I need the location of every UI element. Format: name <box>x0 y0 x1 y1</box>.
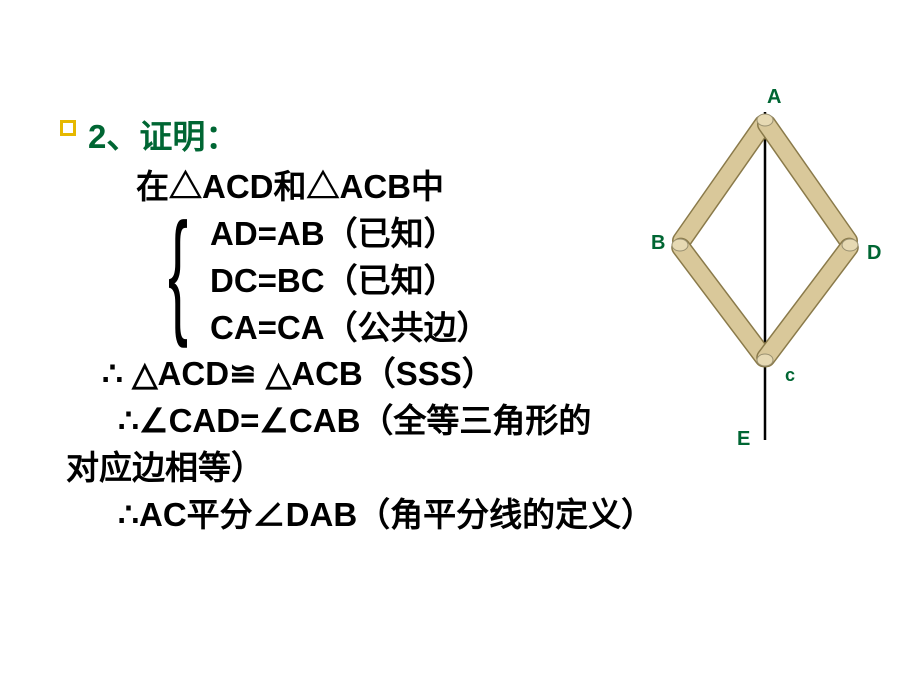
diagram-svg <box>635 80 895 460</box>
stick-dc <box>753 235 861 370</box>
bullet-square <box>60 120 76 136</box>
label-a: A <box>767 86 781 109</box>
rivet-c <box>757 354 773 366</box>
label-b: B <box>651 232 665 255</box>
proof-title: 2、证明： <box>88 110 238 158</box>
rhombus-diagram: A B D c E <box>635 80 895 460</box>
proof-eq1: AD=AB（已知） <box>210 211 640 258</box>
proof-content: 2、证明： 在△ACD和△ACB中 { AD=AB（已知） DC=BC（已知） … <box>60 110 640 539</box>
proof-conclusion3: ∴AC平分∠DAB（角平分线的定义） <box>118 492 640 539</box>
rivet-d <box>842 239 858 251</box>
proof-body: 在△ACD和△ACB中 { AD=AB（已知） DC=BC（已知） CA=CA（… <box>90 164 640 539</box>
brace-group: { AD=AB（已知） DC=BC（已知） CA=CA（公共边） <box>90 211 640 352</box>
proof-conclusion1: ∴ △ACD≌ △ACB（SSS） <box>102 351 640 398</box>
label-e: E <box>737 428 750 451</box>
rivet-b <box>672 239 688 251</box>
stick-ab <box>669 112 776 253</box>
proof-conclusion2b: 对应边相等） <box>66 445 640 492</box>
label-c: c <box>785 365 795 386</box>
rivet-a <box>757 114 773 126</box>
proof-eq3: CA=CA（公共边） <box>210 305 640 352</box>
proof-line-context: 在△ACD和△ACB中 <box>136 164 640 211</box>
proof-conclusion2: ∴∠CAD=∠CAB（全等三角形的 <box>118 398 640 445</box>
stick-ad <box>754 112 861 253</box>
title-row: 2、证明： <box>60 110 640 158</box>
label-d: D <box>867 242 881 265</box>
proof-eq2: DC=BC（已知） <box>210 258 640 305</box>
left-brace-icon: { <box>168 206 188 337</box>
